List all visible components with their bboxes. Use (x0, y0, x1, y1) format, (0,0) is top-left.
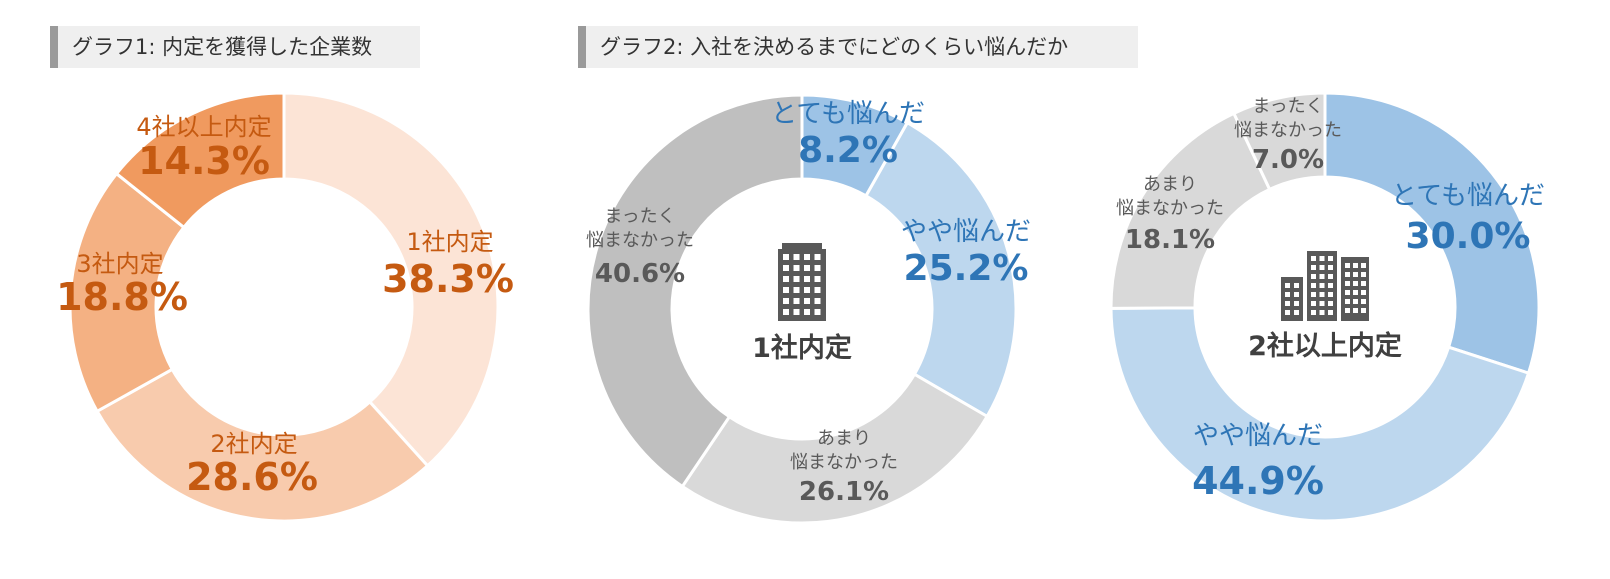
chart1-slice-4-name: 4社以上内定 (136, 113, 271, 141)
chart1-slice-2-value: 28.6% (186, 455, 318, 499)
chart1-slice-3-value: 18.8% (56, 275, 188, 319)
chart3-slice-2-value: 44.9% (1192, 459, 1324, 503)
chart2-center-label: 1社内定 (752, 332, 852, 364)
chart1-slice-1-name: 1社内定 (406, 228, 493, 256)
chart3-slice-1-name: とても悩んだ (1391, 181, 1545, 211)
chart3-slice-2-name: やや悩んだ (1193, 421, 1323, 451)
chart2-slice-4-value: 40.6% (595, 259, 685, 289)
chart2-slice-3-name-line1: あまり (817, 428, 871, 449)
chart2-slice-4 (586, 93, 804, 489)
chart2-slice-2 (863, 120, 1018, 419)
building-icon (778, 243, 826, 321)
chart2-slice-4-name-line2: 悩まなかった (586, 230, 694, 251)
donut-chart-2: とても悩んだ8.2%やや悩んだ25.2%あまり悩まなかった26.1%まったく悩ま… (586, 93, 1031, 525)
chart2-slice-2-name: やや悩んだ (901, 217, 1031, 247)
chart3-slice-1 (1323, 91, 1541, 376)
chart3-slice-4-value: 7.0% (1252, 145, 1324, 175)
chart1-slice-4-value: 14.3% (138, 139, 270, 183)
buildings-icon (1281, 251, 1369, 321)
graph1-title: グラフ1: 内定を獲得した企業数 (50, 26, 420, 68)
donut-chart-3: とても悩んだ30.0%やや悩んだ44.9%あまり悩まなかった18.1%まったく悩… (1109, 91, 1545, 523)
chart2-slice-1-value: 8.2% (798, 130, 898, 171)
chart3-slice-1-value: 30.0% (1406, 216, 1531, 257)
chart2-slice-4-name-line1: まったく (604, 206, 675, 227)
graph2-title: グラフ2: 入社を決めるまでにどのくらい悩んだか (578, 26, 1138, 68)
chart3-center-label: 2社以上内定 (1248, 330, 1402, 362)
chart3-slice-3-name-line1: あまり (1143, 174, 1197, 195)
chart2-slice-2-value: 25.2% (904, 248, 1029, 289)
chart1-slice-4 (114, 91, 286, 230)
chart1-slice-1-value: 38.3% (382, 257, 514, 301)
chart1-slice-3-name: 3社内定 (76, 250, 163, 278)
chart3-slice-4-name-line1: まったく (1252, 96, 1323, 117)
chart2-slice-3 (680, 372, 990, 525)
chart1-slice-2 (95, 367, 430, 523)
chart3-slice-3-value: 18.1% (1125, 225, 1215, 255)
chart3-slice-2 (1109, 306, 1531, 523)
chart2-slice-3-name-line2: 悩まなかった (790, 452, 898, 473)
chart2-slice-1-name: とても悩んだ (771, 99, 925, 129)
chart3-slice-4-name-line2: 悩まなかった (1234, 120, 1342, 141)
chart1-slice-1 (282, 91, 500, 468)
chart2-slice-3-value: 26.1% (799, 477, 889, 507)
chart3-slice-3-name-line2: 悩まなかった (1116, 198, 1224, 219)
chart1-slice-2-name: 2社内定 (210, 430, 297, 458)
chart3-slice-4 (1231, 91, 1327, 192)
